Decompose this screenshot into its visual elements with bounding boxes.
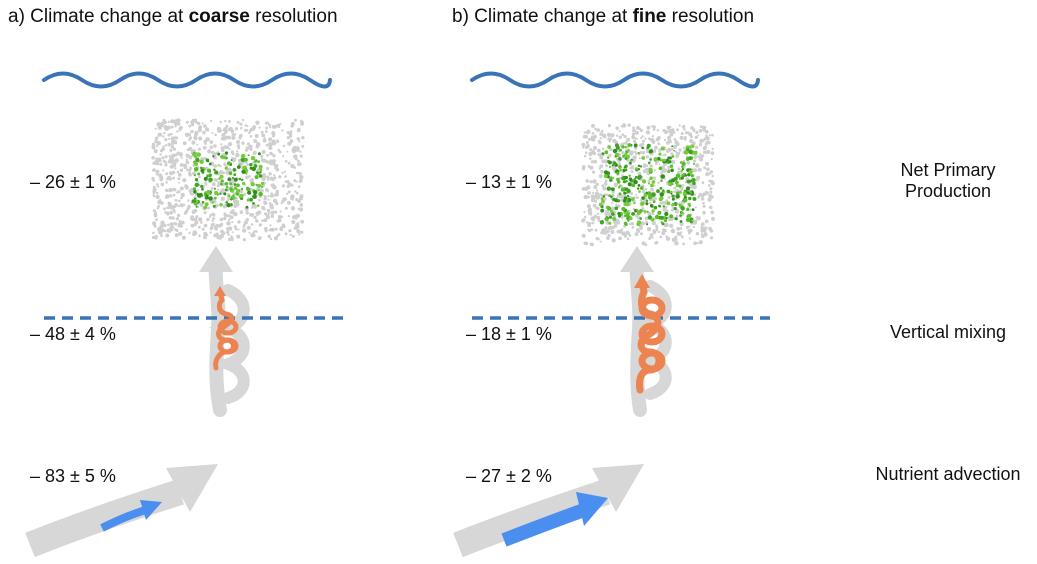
vertical-mixing-label: Vertical mixing	[889, 322, 1007, 342]
advection-value-a: – 83 ± 5 %	[30, 466, 116, 486]
mixing-value-b: – 18 ± 1 %	[466, 324, 552, 344]
npp-value-b: – 13 ± 1 %	[466, 172, 552, 192]
npp-label: Net Primary Production	[900, 160, 996, 201]
advection-arrow-a	[25, 464, 218, 558]
panel-b-title: b) Climate change at fine resolution	[452, 6, 755, 27]
surface-wave-a	[42, 71, 332, 89]
advection-value-b: – 27 ± 2 %	[466, 466, 552, 486]
npp-value-a: – 26 ± 1 %	[30, 172, 116, 192]
panel-a-title: a) Climate change at coarse resolution	[8, 6, 338, 27]
mixing-value-a: – 48 ± 4 %	[30, 324, 116, 344]
phytoplankton-cloud-b	[581, 123, 715, 247]
mixing-coil-b	[634, 274, 666, 394]
advection-arrow-b	[453, 464, 644, 558]
mixing-coil-a	[213, 286, 239, 371]
nutrient-advection-label: Nutrient advection	[875, 464, 1021, 484]
surface-wave-b	[470, 71, 760, 89]
phytoplankton-cloud-a	[151, 118, 305, 242]
